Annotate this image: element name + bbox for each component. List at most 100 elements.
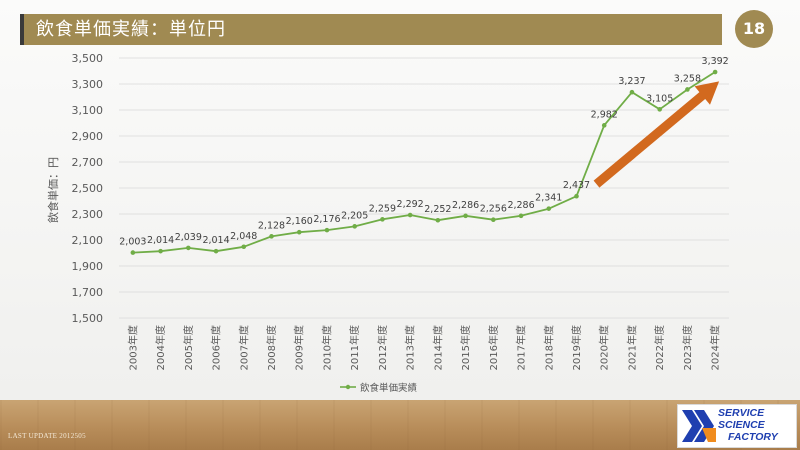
data-point bbox=[296, 229, 302, 235]
data-point bbox=[629, 89, 635, 95]
data-label: 2,128 bbox=[258, 220, 285, 231]
data-label: 2,039 bbox=[175, 232, 202, 243]
data-label: 2,048 bbox=[230, 231, 257, 242]
data-point bbox=[435, 217, 441, 223]
series-line-layer bbox=[130, 69, 718, 255]
y-tick-label: 3,100 bbox=[72, 104, 104, 117]
x-tick-label: 2020年度 bbox=[598, 325, 611, 370]
page-number-badge: 18 bbox=[735, 10, 773, 48]
logo-text-service: SERVICE bbox=[718, 407, 765, 419]
data-point bbox=[546, 206, 552, 211]
data-label: 3,258 bbox=[674, 73, 701, 84]
x-tick-label: 2013年度 bbox=[404, 325, 417, 370]
data-point bbox=[463, 213, 468, 219]
data-point bbox=[186, 245, 191, 251]
slide-background bbox=[0, 0, 800, 400]
x-axis-tick-labels: 2003年度 2004年度 2005年度 2006年度 2007年度 2008年度 2009… bbox=[126, 325, 721, 370]
x-tick-label: 2004年度 bbox=[154, 325, 167, 370]
data-label: 2,982 bbox=[591, 109, 618, 120]
title-bar bbox=[20, 14, 722, 45]
data-point bbox=[380, 217, 385, 222]
data-label: 2,205 bbox=[341, 210, 368, 221]
data-label: 2,014 bbox=[202, 235, 229, 246]
last-update-text: LAST UPDATE 2012505 bbox=[8, 432, 86, 440]
data-label: 2,341 bbox=[535, 193, 562, 204]
x-tick-label: 2023年度 bbox=[681, 325, 694, 370]
y-tick-label: 3,300 bbox=[72, 78, 104, 91]
x-tick-label: 2018年度 bbox=[542, 325, 555, 370]
data-label: 2,176 bbox=[313, 214, 340, 225]
y-tick-label: 2,100 bbox=[72, 234, 104, 247]
logo-text-factory: FACTORY bbox=[728, 431, 778, 443]
y-tick-label: 3,500 bbox=[72, 52, 104, 65]
x-tick-label: 2015年度 bbox=[459, 325, 472, 370]
service-science-factory-logo: SERVICE SCIENCE FACTORY bbox=[677, 404, 797, 448]
x-tick-label: 2005年度 bbox=[182, 325, 195, 370]
trend-arrow-shape bbox=[593, 81, 720, 188]
data-label: 2,252 bbox=[424, 204, 451, 215]
y-tick-label: 2,700 bbox=[72, 156, 104, 169]
series-line bbox=[132, 71, 716, 254]
logo-text-science: SCIENCE bbox=[718, 419, 765, 431]
data-label: 2,160 bbox=[286, 216, 313, 227]
y-tick-label: 2,900 bbox=[72, 130, 104, 143]
data-point bbox=[518, 213, 524, 219]
data-point bbox=[685, 87, 690, 92]
x-tick-label: 2009年度 bbox=[293, 325, 306, 370]
y-tick-label: 1,700 bbox=[72, 286, 104, 299]
title-accent bbox=[20, 14, 24, 45]
x-tick-label: 2011年度 bbox=[348, 325, 361, 370]
x-tick-label: 2022年度 bbox=[653, 325, 666, 370]
data-point bbox=[241, 244, 247, 250]
data-point bbox=[213, 248, 219, 254]
data-point bbox=[158, 248, 163, 254]
data-label: 3,392 bbox=[702, 56, 729, 67]
x-tick-label: 2014年度 bbox=[431, 325, 444, 370]
data-label: 2,286 bbox=[452, 200, 479, 211]
data-point bbox=[491, 217, 496, 223]
data-label: 2,292 bbox=[397, 199, 424, 210]
legend-marker-swatch bbox=[345, 384, 351, 390]
line-chart: 1,500 1,700 1,900 2,100 2,300 2,500 2,700 2,900… bbox=[46, 52, 729, 394]
x-tick-label: 2003年度 bbox=[126, 325, 139, 370]
data-point bbox=[657, 107, 662, 112]
x-tick-label: 2021年度 bbox=[625, 325, 638, 370]
x-tick-label: 2012年度 bbox=[376, 325, 389, 370]
data-point bbox=[130, 250, 136, 255]
x-tick-label: 2006年度 bbox=[210, 325, 223, 370]
slide-title: 飲食単価実績：単位円 bbox=[36, 19, 226, 40]
data-point bbox=[352, 224, 357, 229]
wood-footer bbox=[0, 400, 800, 450]
x-tick-label: 2008年度 bbox=[265, 325, 278, 370]
legend-entry-label: 飲食単価実績 bbox=[360, 382, 418, 394]
y-axis-label: 飲食単価：円 bbox=[46, 157, 60, 223]
x-tick-label: 2017年度 bbox=[515, 325, 528, 370]
legend: 飲食単価実績 bbox=[340, 382, 418, 394]
x-tick-label: 2010年度 bbox=[320, 325, 333, 370]
data-label: 2,014 bbox=[147, 235, 174, 246]
data-point bbox=[601, 123, 607, 128]
y-tick-label: 1,500 bbox=[72, 312, 104, 325]
data-point bbox=[407, 212, 413, 218]
data-label: 2,003 bbox=[119, 237, 146, 248]
data-point bbox=[324, 227, 330, 233]
data-point bbox=[712, 69, 718, 75]
x-tick-label: 2024年度 bbox=[709, 325, 722, 370]
y-tick-label: 2,300 bbox=[72, 208, 104, 221]
trend-arrow bbox=[593, 81, 720, 188]
data-label: 2,259 bbox=[369, 203, 396, 214]
data-label: 2,437 bbox=[563, 180, 590, 191]
y-tick-label: 2,500 bbox=[72, 182, 104, 195]
logo-mark-icon bbox=[682, 410, 716, 442]
data-point bbox=[269, 234, 274, 239]
data-point bbox=[574, 193, 579, 199]
data-label: 2,286 bbox=[507, 200, 534, 211]
y-tick-label: 1,900 bbox=[72, 260, 104, 273]
x-tick-label: 2016年度 bbox=[487, 325, 500, 370]
grid-lines bbox=[119, 57, 729, 319]
y-axis-tick-labels: 1,500 1,700 1,900 2,100 2,300 2,500 2,700 2,900… bbox=[72, 52, 104, 325]
x-tick-label: 2007年度 bbox=[237, 325, 250, 370]
data-label: 3,237 bbox=[618, 76, 645, 87]
data-label: 2,256 bbox=[480, 204, 507, 215]
